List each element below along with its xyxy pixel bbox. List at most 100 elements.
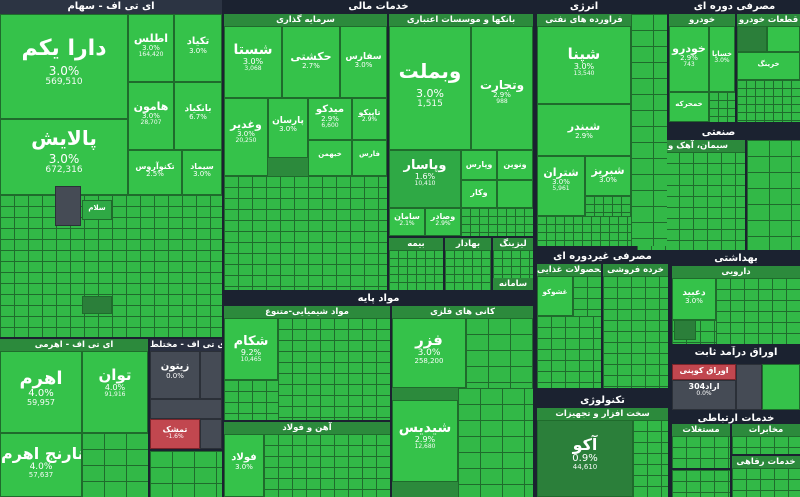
tile-ghachin[interactable]: غشوکو xyxy=(537,276,573,316)
tile-shadis[interactable]: شیدیس 2.9% 12,680 xyxy=(392,400,458,482)
tile-vabemellat[interactable]: وبملت 3.0% 1,515 xyxy=(389,26,471,150)
tile-vkar[interactable]: وکار xyxy=(461,180,497,208)
small-tiles-nonmetal[interactable] xyxy=(458,388,533,497)
small-tiles-auto[interactable] xyxy=(709,92,735,122)
tile-mixed-c[interactable] xyxy=(200,419,222,449)
small-tiles-comm[interactable] xyxy=(672,470,730,497)
tile-folad[interactable]: فولاد 3.0% xyxy=(224,434,264,497)
sector-it[interactable]: ای تی اف - سهام دارا یکم 3.0% 569,510 پا… xyxy=(0,0,222,337)
tile-fazar[interactable]: فزر 3.0% 258,200 xyxy=(392,318,466,388)
tile-simaayad[interactable]: سیماد 3.0% xyxy=(182,150,222,195)
small-tiles-tele[interactable] xyxy=(732,436,800,454)
tile-khodro[interactable]: خودرو 2.9% 743 xyxy=(669,26,709,92)
tile-pharma-dark[interactable] xyxy=(674,320,696,340)
tile-khsapa[interactable]: خساپا 3.0% xyxy=(709,26,735,92)
tile-tapiko[interactable]: تاپیکو 2.9% xyxy=(352,98,387,140)
tile-fares[interactable]: فارس xyxy=(352,140,387,176)
small-tiles-leasing[interactable] xyxy=(493,250,533,278)
tile-autoparts-a[interactable] xyxy=(737,26,767,52)
small-tiles-catering[interactable] xyxy=(732,468,800,497)
small-tiles-chemical-2[interactable] xyxy=(224,380,278,420)
tile-zitoon[interactable]: زیتون 0.0% xyxy=(150,351,200,399)
small-tiles-chemical[interactable] xyxy=(278,318,390,420)
tile-shekam[interactable]: شکام 9.2% 10,465 xyxy=(224,318,278,380)
sector-energy[interactable]: انرژی فراورده های نفتی شپنا 3.0% 13,540 … xyxy=(537,0,631,246)
sector-tech[interactable]: تکنولوژی سخت افزار و تجهیزات آکو 0.9% 44… xyxy=(537,394,668,497)
group-chemical: مواد شیمیایی-متنوع شکام 9.2% 10,465 xyxy=(224,306,390,420)
tile-safarsi[interactable]: سفارس 3.0% xyxy=(340,26,387,98)
tile-takad[interactable]: تکیاد 3.0% xyxy=(174,14,222,82)
tile-fixed-b[interactable] xyxy=(762,364,800,410)
tile-vtejarat[interactable]: وتجارت 2.9% 988 xyxy=(471,26,533,150)
small-tiles-industrial[interactable] xyxy=(747,140,800,250)
tile-teknoaroos[interactable]: تکنوآروس 2.5% xyxy=(128,150,182,195)
sector-financial[interactable]: خدمات مالی سرمایه گذاری شستا 3.0% 3,068 … xyxy=(224,0,533,290)
tile-atlas[interactable]: اطلس 3.0% 164,420 xyxy=(128,14,174,82)
tile-dabid[interactable]: دعبید 3.0% xyxy=(672,278,716,320)
sector-basic[interactable]: مواد پایه مواد شیمیایی-متنوع شکام 9.2% 1… xyxy=(224,292,533,497)
sector-durable-title: مصرفی دوره ای xyxy=(693,1,776,12)
sector-health[interactable]: بهداشتی دارویی دعبید 3.0% xyxy=(672,252,800,344)
tile-palayesh[interactable]: پالایش 3.0% 672,316 xyxy=(0,119,128,195)
tile-gray-it[interactable] xyxy=(55,186,81,226)
small-tiles-pharma[interactable] xyxy=(716,278,800,344)
small-tiles-trading[interactable] xyxy=(445,250,491,290)
group-mining: سامانه xyxy=(493,278,533,290)
small-tiles-banks[interactable] xyxy=(461,208,533,236)
small-tiles-realestate[interactable] xyxy=(672,436,730,468)
tile-mixed-b[interactable] xyxy=(150,399,222,419)
tile-vnovin[interactable]: ونوین xyxy=(497,150,533,180)
small-tiles-computer[interactable] xyxy=(633,420,668,497)
tile-vpars[interactable]: وپارس xyxy=(461,150,497,180)
tile-tmoshak[interactable]: تمشک -1.6% xyxy=(150,419,200,449)
tile-hekmat[interactable]: حکشتی 2.7% xyxy=(282,26,340,98)
tile-autoparts-b[interactable] xyxy=(767,26,800,52)
sector-fixed[interactable]: اوراق درآمد ثابت اوراق کوپنی اراد304 0.0… xyxy=(672,346,800,410)
tile-tavan[interactable]: توان 4.0% 91,916 xyxy=(82,351,148,433)
tile-shbriz[interactable]: شبریز 3.0% xyxy=(585,156,631,196)
sector-comm[interactable]: خدمات ارتباطی مستغلات مخابرات خدمات رفاه… xyxy=(672,412,800,497)
small-tiles-investment[interactable] xyxy=(224,176,387,290)
small-tiles-misc-a[interactable] xyxy=(631,14,667,246)
tile-shbandar[interactable]: شبندر 2.9% xyxy=(537,104,631,156)
group-trading: بهادار xyxy=(445,238,491,290)
tile-narenj[interactable]: نارنج اهرم 4.0% 57,637 xyxy=(0,433,82,497)
tile-arad[interactable]: اراد304 0.0% xyxy=(672,380,736,410)
tile-shtran[interactable]: شتران 3.0% 5,961 xyxy=(537,156,585,216)
sector-fixed-title: اوراق درآمد ثابت xyxy=(694,347,778,358)
small-tiles-food[interactable] xyxy=(537,316,601,388)
tile-vaslam[interactable]: سلام xyxy=(82,200,112,220)
tile-mixed-a[interactable] xyxy=(200,351,222,399)
small-tiles-food-2[interactable] xyxy=(573,276,601,316)
tile-misc-bank[interactable] xyxy=(497,180,533,208)
tile-dark-it[interactable] xyxy=(82,296,112,314)
tile-aco[interactable]: آکو 0.9% 44,610 xyxy=(537,420,633,497)
tile-sadif[interactable]: سامان 2.1% xyxy=(389,208,425,236)
small-tiles-leverage[interactable] xyxy=(82,433,148,497)
tile-parsan[interactable]: پارسان 3.0% xyxy=(268,98,308,158)
small-tiles-steel[interactable] xyxy=(264,434,390,497)
small-tiles-autoparts[interactable] xyxy=(737,80,800,122)
tile-hamoon[interactable]: هامون 3.0% 28,707 xyxy=(128,82,174,150)
tile-fixed-a[interactable] xyxy=(736,364,762,410)
sector-nondurable[interactable]: مصرفی غیردوره ای محصولات غذایی غشوکو خرد… xyxy=(537,250,668,392)
small-tiles-ins[interactable] xyxy=(389,250,443,290)
tile-kowpon[interactable]: اوراق کوپنی xyxy=(672,364,736,380)
tile-dara[interactable]: دارا یکم 3.0% 569,510 xyxy=(0,14,128,119)
tile-meydkoo[interactable]: میدکو 2.9% 6,600 xyxy=(308,98,352,140)
tile-vsadar[interactable]: وصادر 2.9% xyxy=(425,208,461,236)
tile-vpasar[interactable]: وپاسار 1.6% 10,410 xyxy=(389,150,461,208)
small-tiles-energy[interactable] xyxy=(537,216,631,246)
tile-vghadir[interactable]: وغدیر 3.0% 20,250 xyxy=(224,98,268,176)
small-tiles-energy-2[interactable] xyxy=(585,196,631,216)
small-tiles-metals[interactable] xyxy=(466,318,533,388)
tile-khebahman[interactable]: خبهمن xyxy=(308,140,352,176)
tile-ahrom[interactable]: اهرم 4.0% 59,957 xyxy=(0,351,82,433)
small-tiles-etf-other[interactable] xyxy=(150,451,222,497)
tile-shpna[interactable]: شپنا 3.0% 13,540 xyxy=(537,26,631,104)
tile-khamroo[interactable]: خمحرکه xyxy=(669,92,709,122)
tile-bankiyad[interactable]: بانکیاد 6.7% xyxy=(174,82,222,150)
tile-khrenkoo[interactable]: خرینگ xyxy=(737,52,800,80)
small-tiles-retail[interactable] xyxy=(603,276,668,388)
tile-shasta[interactable]: شستا 3.0% 3,068 xyxy=(224,26,282,98)
